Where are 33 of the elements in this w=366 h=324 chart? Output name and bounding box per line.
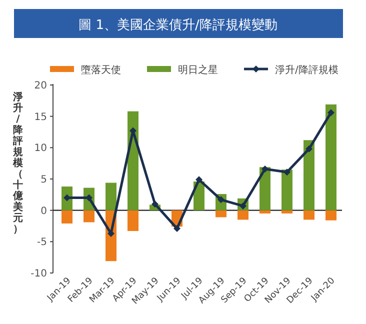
legend-label: 明日之星 [178, 64, 218, 76]
bar [62, 210, 72, 224]
y-tick-label: 10 [34, 143, 47, 154]
title-banner: 圖 1、美國企業債升/降評規模變動 [14, 9, 343, 38]
bar [326, 104, 336, 210]
legend-label: 淨升/降評規模 [275, 64, 338, 76]
bar [260, 210, 270, 214]
point [152, 200, 158, 208]
y-tick-label: 0 [40, 206, 47, 217]
bar [106, 182, 116, 210]
y-tick-label: -10 [30, 268, 47, 280]
text: 淨升/降評規模（十億美元） [13, 92, 23, 235]
point [284, 168, 290, 176]
point [262, 165, 268, 172]
bar [84, 210, 94, 222]
legend-label: 墮落天使 [81, 64, 121, 76]
chart-title: 圖 1、美國企業債升/降評規模變動 [78, 17, 278, 33]
bar [326, 210, 336, 220]
point [196, 176, 202, 184]
bar [282, 170, 292, 210]
bar [216, 210, 226, 218]
bar [128, 210, 138, 232]
bar [282, 210, 292, 214]
y-tick-label: 5 [40, 174, 47, 186]
y-tick-label: 20 [34, 80, 47, 92]
point [306, 145, 312, 152]
bar [304, 140, 314, 210]
y-tick-label: -5 [37, 237, 47, 248]
point [328, 109, 334, 116]
bar [304, 210, 314, 220]
y-tick-label: 15 [34, 112, 47, 123]
point [174, 225, 180, 232]
bar [238, 210, 248, 220]
